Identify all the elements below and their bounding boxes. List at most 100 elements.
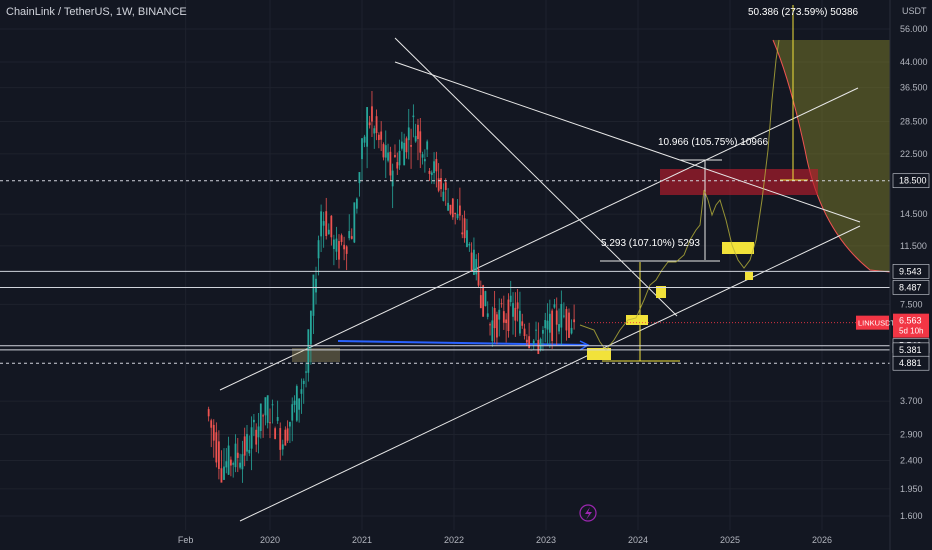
level-tag-label: 4.881 [899,358,922,368]
candle-body [246,433,248,452]
candle-body [560,303,563,328]
candle-body [223,466,225,480]
resistance-zone [660,169,818,195]
candle-body [539,338,542,351]
price-tick-label: 44.000 [900,57,928,67]
candle-body [479,295,482,309]
projection-edge [772,39,891,273]
candle-body [375,116,378,134]
price-tick-label: 28.500 [900,117,928,127]
candle-body [377,134,380,140]
level-tag-box [892,355,930,371]
drawings [219,5,891,522]
candle-body [343,244,346,250]
candle-body [389,151,392,176]
price-tick-label: 3.700 [900,396,923,406]
diagonal-line [394,37,678,317]
candle-body [528,336,531,349]
candle-body [289,421,291,427]
candle-body [542,330,544,334]
candle-body [521,321,524,326]
candle-body [398,150,401,166]
candle-body [468,244,471,246]
candle-body [428,170,431,174]
candle-body [248,449,251,454]
level-tag-label: 8.487 [899,282,922,292]
candle-body [262,415,264,417]
candle-body [295,386,298,421]
candle-body [514,307,517,321]
candle-body [451,198,454,218]
candle-body [505,319,508,324]
price-tick-label: 56.000 [900,24,928,34]
candle-body [502,311,505,323]
candle-body [444,182,447,190]
time-tick-label: 2024 [628,535,648,545]
time-tick-label: Feb [178,535,194,545]
candle-body [565,309,568,331]
candle-body [302,380,305,384]
candle-body [382,144,385,158]
candle-body [449,204,452,214]
candle-body [236,452,239,458]
candle-body [355,198,358,209]
annotation-target-1: 5.293 (107.10%) 5293 [601,238,700,249]
candle-body [500,303,503,305]
candle-body [366,107,369,147]
candle-body [264,397,267,416]
candle-body [426,141,429,150]
price-tick-label: 11.500 [900,241,927,251]
candle-body [417,124,419,140]
candle-body [257,426,260,438]
level-tag-box [892,264,930,279]
ticker-label: LINKUSDT [858,319,896,328]
candle-body [380,131,383,140]
candle-body [335,238,338,252]
candle-body [315,278,317,293]
candle-body [217,441,220,469]
candle-body [307,329,310,373]
projection-area [773,40,890,272]
candle-body [447,202,450,211]
candle-body [391,170,394,187]
candle-body [546,320,549,330]
level-tag-label: 18.500 [899,176,927,186]
annotation-target-3: 50.386 (273.59%) 50386 [748,7,859,18]
candle-body [384,145,387,158]
candle-body [230,459,232,466]
candle-body [568,312,570,338]
candle-countdown: 5d 10h [899,327,923,336]
candle-body [486,313,489,317]
candle-body [394,155,396,157]
blue-arrow-head [579,340,590,351]
candle-body [286,428,289,441]
candle-body [212,424,215,441]
time-axis[interactable]: Feb 2020 2021 2022 2023 2024 2025 2026 [178,535,832,545]
candle-body [442,191,445,201]
candle-body [269,422,271,424]
candle-body [325,211,328,236]
candle-body [243,436,246,456]
event-lightning-icon[interactable] [579,504,597,522]
candle-body [348,231,351,239]
support-box [656,286,666,298]
candle-body [519,310,521,334]
candle-body [473,249,475,275]
price-tick-label: 36.500 [900,83,928,93]
candle-body [373,128,376,134]
candle-body [330,215,333,238]
support-box [626,315,648,325]
candle-body [410,145,412,147]
candle-body [484,291,487,307]
chart-grid [0,0,890,530]
candle-body [358,172,361,184]
candle-body [562,315,565,317]
candle-body [509,295,512,302]
descending-line [394,61,861,223]
candle-body [266,395,269,423]
price-axis[interactable]: 56.000 44.000 36.500 28.500 22.500 14.500 11.5… [900,24,928,521]
support-box [745,272,753,280]
candle-body [463,218,466,239]
candle-body [338,241,340,260]
